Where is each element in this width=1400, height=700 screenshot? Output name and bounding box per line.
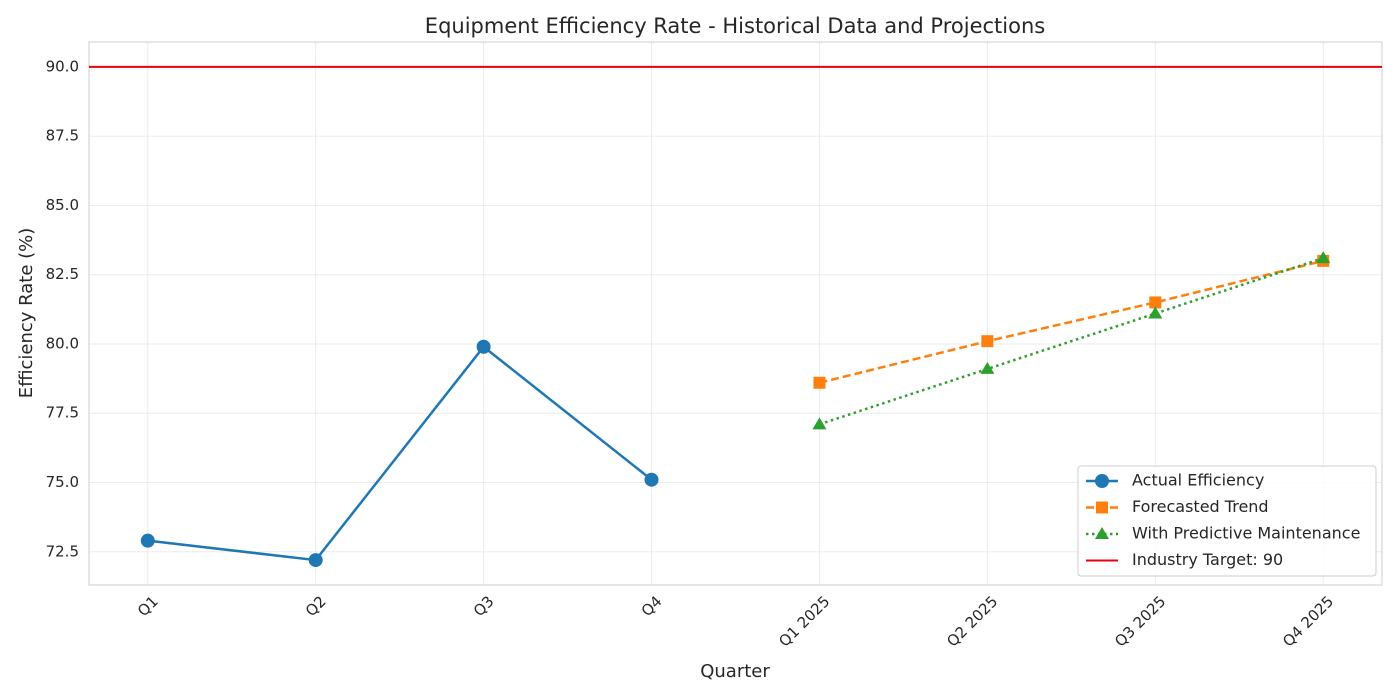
- y-tick-label: 72.5: [46, 542, 79, 560]
- marker: [980, 361, 995, 374]
- y-tick-label: 85.0: [46, 196, 79, 214]
- legend-marker: [1095, 474, 1109, 488]
- series-line: [819, 256, 1324, 426]
- y-tick-label: 90.0: [46, 57, 79, 75]
- x-axis-label: Quarter: [700, 661, 770, 682]
- y-tick-label: 80.0: [46, 334, 79, 352]
- series-line: [147, 344, 653, 562]
- marker: [813, 376, 826, 389]
- legend-label: Industry Target: 90: [1132, 550, 1283, 569]
- marker: [140, 533, 155, 548]
- marker: [308, 553, 323, 568]
- marker: [1148, 306, 1163, 319]
- y-axis-label: Efficiency Rate (%): [16, 228, 37, 399]
- marker: [476, 339, 491, 354]
- marker: [1149, 296, 1162, 309]
- marker: [812, 417, 827, 430]
- marker: [1316, 251, 1331, 264]
- y-tick-label: 75.0: [46, 473, 79, 491]
- legend-box: [1077, 465, 1377, 577]
- legend: Actual Efficiency Forecasted Trend With Pr…: [1077, 465, 1377, 577]
- legend-marker: [1095, 527, 1109, 539]
- y-tick-label: 87.5: [46, 127, 79, 145]
- legend-label: Actual Efficiency: [1132, 471, 1264, 490]
- legend-marker: [1096, 501, 1108, 514]
- legend-label: With Predictive Maintenance: [1132, 524, 1360, 543]
- y-tick-label: 82.5: [46, 265, 79, 283]
- chart-title: Equipment Efficiency Rate - Historical D…: [425, 14, 1045, 38]
- y-tick-label: 77.5: [46, 404, 79, 422]
- series-line: [819, 259, 1324, 384]
- marker: [981, 335, 994, 348]
- plot-frame: [88, 41, 1383, 586]
- legend-label: Forecasted Trend: [1132, 497, 1269, 516]
- marker: [644, 472, 659, 487]
